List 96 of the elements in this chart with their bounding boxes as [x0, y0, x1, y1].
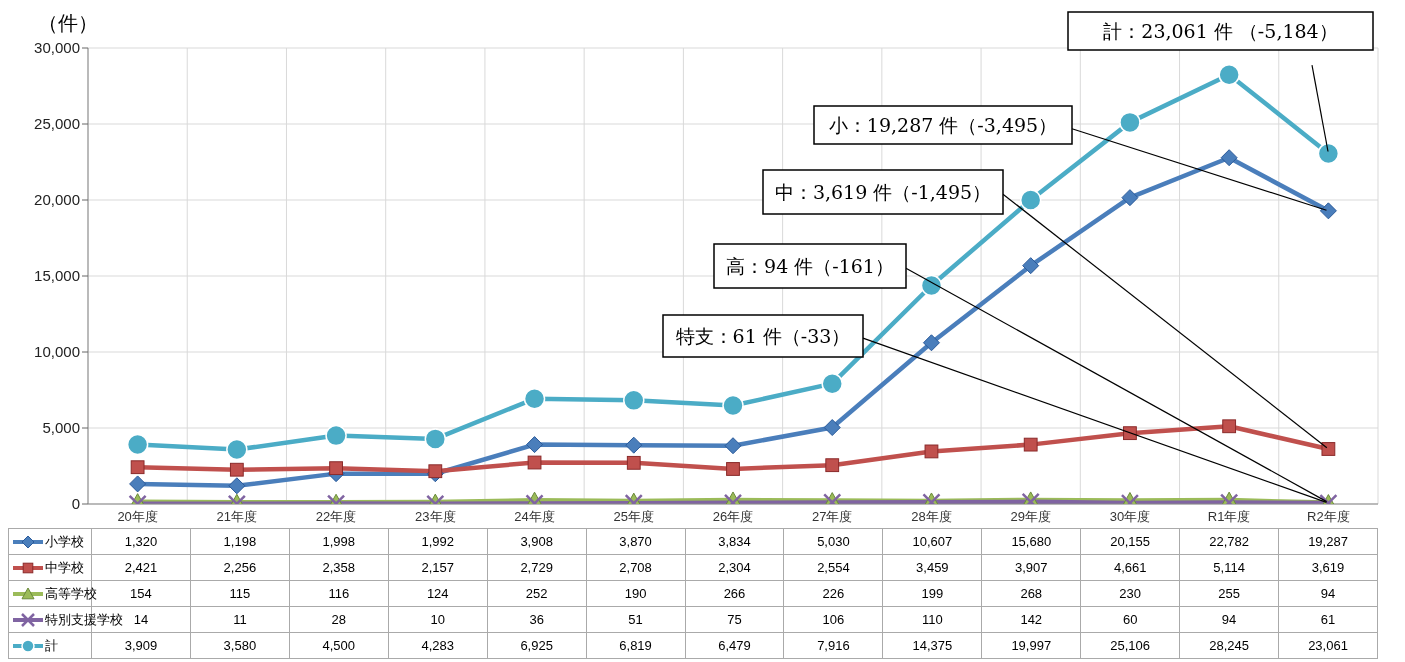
- x-tick-label: 30年度: [1109, 509, 1151, 525]
- data-label: 1,992: [388, 528, 488, 555]
- data-label: 1,320: [91, 528, 191, 555]
- data-label: 6,479: [685, 632, 784, 659]
- data-label: 3,908: [487, 528, 587, 555]
- x-tick-label: 28年度: [911, 509, 952, 525]
- data-label: 2,157: [388, 554, 488, 581]
- data-label: 3,580: [190, 632, 290, 659]
- data-label: 255: [1179, 580, 1279, 607]
- x-tick-label: 20年度: [117, 509, 158, 525]
- data-label: 3,459: [882, 554, 982, 581]
- data-label: 94: [1179, 606, 1279, 633]
- x-tick-label: R1年度: [1207, 509, 1251, 525]
- data-label: 61: [1278, 606, 1378, 633]
- data-label: 3,834: [685, 528, 784, 555]
- data-label: 15,680: [981, 528, 1081, 555]
- data-label: 51: [586, 606, 686, 633]
- data-label: 116: [289, 580, 389, 607]
- legend-label: 小学校: [45, 533, 84, 549]
- data-label: 6,925: [487, 632, 587, 659]
- data-label: 124: [388, 580, 488, 607]
- data-label: 28,245: [1179, 632, 1279, 659]
- legend-label: 特別支援学校: [45, 611, 123, 627]
- legend-label: 計: [45, 637, 58, 653]
- data-label: 226: [783, 580, 883, 607]
- data-label: 2,708: [586, 554, 686, 581]
- data-label: 3,907: [981, 554, 1081, 581]
- data-label: 23,061: [1278, 632, 1378, 659]
- data-label: 115: [190, 580, 290, 607]
- data-label: 142: [981, 606, 1081, 633]
- y-tick-label: 30,000: [34, 39, 80, 57]
- data-label: 25,106: [1080, 632, 1180, 659]
- x-tick-label: 25年度: [613, 509, 654, 525]
- data-label: 14: [133, 612, 149, 627]
- data-label: 3,870: [586, 528, 686, 555]
- x-tick-label: 22年度: [315, 509, 357, 525]
- data-label: 5,114: [1179, 554, 1279, 581]
- data-label: 5,030: [783, 528, 883, 555]
- data-label: 19,997: [981, 632, 1081, 659]
- x-tick-label: 26年度: [712, 509, 754, 525]
- data-label: 22,782: [1179, 528, 1279, 555]
- data-label: 19,287: [1278, 528, 1378, 555]
- data-label: 110: [882, 606, 982, 633]
- data-label: 7,916: [783, 632, 883, 659]
- data-label: 4,283: [388, 632, 488, 659]
- data-label: 20,155: [1080, 528, 1180, 555]
- data-label: 1,998: [289, 528, 389, 555]
- data-label: 11: [190, 606, 290, 633]
- data-label: 10: [388, 606, 488, 633]
- x-tick-label: 29年度: [1010, 509, 1051, 525]
- annotation: 小：19,287 件（-3,495）: [828, 114, 1058, 136]
- x-tick-label: 27年度: [812, 509, 853, 525]
- data-label: 4,500: [289, 632, 389, 659]
- data-label: 2,256: [190, 554, 290, 581]
- x-tick-label: 23年度: [415, 509, 456, 525]
- data-label: 75: [685, 606, 784, 633]
- data-label: 36: [487, 606, 587, 633]
- annotation: 高：94 件（-161）: [726, 255, 894, 277]
- data-label: 266: [685, 580, 784, 607]
- y-tick-label: 25,000: [34, 115, 80, 133]
- data-label: 199: [882, 580, 982, 607]
- y-axis-title: （件）: [38, 10, 98, 37]
- x-tick-label: 24年度: [514, 509, 555, 525]
- y-tick-label: 5,000: [42, 419, 80, 437]
- data-label: 1,198: [190, 528, 290, 555]
- data-label: 154: [130, 586, 152, 601]
- y-tick-label: 20,000: [34, 191, 80, 209]
- data-label: 3,909: [91, 632, 191, 659]
- legend-label: 高等学校: [45, 585, 97, 601]
- y-tick-label: 15,000: [34, 267, 80, 285]
- data-label: 268: [981, 580, 1081, 607]
- data-label: 2,729: [487, 554, 587, 581]
- data-label: 2,554: [783, 554, 883, 581]
- data-label: 28: [289, 606, 389, 633]
- annotation: 中：3,619 件（-1,495）: [774, 181, 992, 203]
- y-tick-label: 10,000: [34, 343, 80, 361]
- data-label: 3,619: [1278, 554, 1378, 581]
- x-tick-label: R2年度: [1307, 509, 1350, 525]
- annotation: 計：23,061 件 （-5,184）: [1103, 20, 1338, 42]
- annotation: 特支：61 件（-33）: [675, 325, 851, 347]
- x-tick-label: 21年度: [216, 509, 258, 525]
- data-label: 230: [1080, 580, 1180, 607]
- data-label: 60: [1080, 606, 1180, 633]
- data-label: 190: [586, 580, 686, 607]
- data-label: 4,661: [1080, 554, 1180, 581]
- data-label: 6,819: [586, 632, 686, 659]
- data-label: 10,607: [882, 528, 982, 555]
- data-label: 106: [783, 606, 883, 633]
- data-label: 252: [487, 580, 587, 607]
- data-label: 2,421: [91, 554, 191, 581]
- y-tick-label: 0: [71, 495, 80, 513]
- data-label: 94: [1278, 580, 1378, 607]
- data-label: 2,358: [289, 554, 389, 581]
- data-label: 14,375: [882, 632, 982, 659]
- legend-label: 中学校: [45, 559, 84, 575]
- data-label: 2,304: [685, 554, 784, 581]
